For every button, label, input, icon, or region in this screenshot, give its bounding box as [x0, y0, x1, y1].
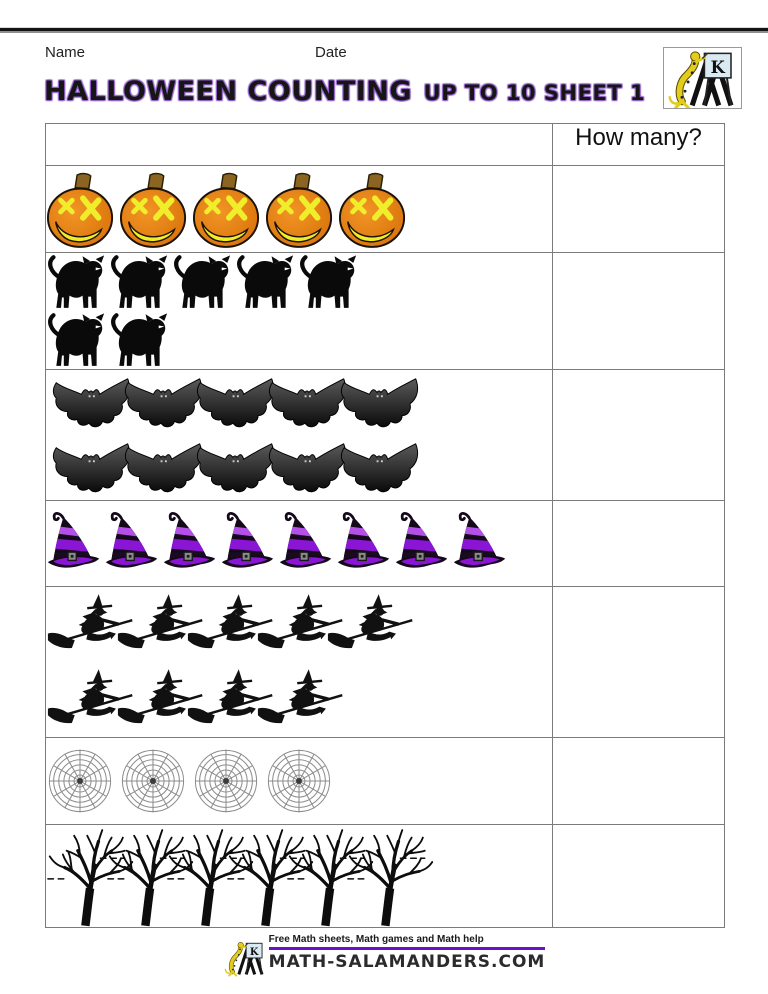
witch-on-broom-icon [326, 593, 418, 655]
how-many-answer-cell [552, 586, 725, 738]
witch-hat-items-cell [45, 500, 553, 587]
footer-tagline: Free Math sheets, Math games and Math he… [268, 934, 484, 945]
how-many-answer-cell [552, 824, 725, 928]
icon-line [46, 311, 552, 369]
counting-table: How many? [45, 123, 725, 928]
spider-web-icon [119, 745, 187, 817]
top-rule [0, 27, 768, 33]
footer-rule [268, 947, 546, 950]
witch-hat-icon [452, 510, 507, 576]
black-cat-items-cell [45, 252, 553, 370]
table-row-spider-web [45, 737, 725, 825]
witch-on-broom-items-cell [45, 586, 553, 738]
date-label: Date [315, 44, 347, 61]
bat-items-cell [45, 369, 553, 501]
pumpkin-icon [265, 171, 335, 249]
pumpkin-icon [338, 171, 408, 249]
pumpkin-icon [46, 171, 116, 249]
tree-icon [346, 827, 436, 927]
table-row-witch-hat [45, 500, 725, 587]
title-sub: UP TO 10 SHEET 1 [423, 81, 646, 105]
pumpkin-items-cell [45, 165, 553, 253]
table-header-row: How many? [45, 123, 725, 166]
witch-hat-icon [162, 510, 217, 576]
icon-line [46, 738, 552, 817]
table-row-witch-on-broom [45, 586, 725, 738]
black-cat-icon [298, 254, 358, 311]
witch-hat-icon [394, 510, 449, 576]
table-row-tree [45, 824, 725, 928]
spider-web-icon [192, 745, 260, 817]
black-cat-icon [109, 312, 169, 369]
spider-web-items-cell [45, 737, 553, 825]
icon-line [46, 825, 552, 927]
witch-hat-icon [104, 510, 159, 576]
pumpkin-icon [192, 171, 262, 249]
rows-container [45, 165, 725, 928]
how-many-answer-cell [552, 737, 725, 825]
table-row-bat [45, 369, 725, 501]
icon-line [46, 587, 552, 662]
icon-line [46, 166, 552, 249]
witch-hat-icon [46, 510, 101, 576]
how-many-answer-cell [552, 165, 725, 253]
icon-line [46, 370, 552, 435]
witch-hat-icon [220, 510, 275, 576]
how-many-header: How many? [552, 123, 725, 166]
page-title: HALLOWEEN COUNTING UP TO 10 SHEET 1 [44, 76, 645, 107]
tree-items-cell [45, 824, 553, 928]
footer-salamander-icon [223, 938, 267, 978]
black-cat-icon [172, 254, 232, 311]
icon-line [46, 501, 552, 576]
table-row-black-cat [45, 252, 725, 370]
bat-icon [334, 440, 424, 496]
math-salamanders-logo [663, 47, 742, 109]
title-main: HALLOWEEN COUNTING [44, 76, 413, 107]
bat-icon [334, 375, 424, 431]
pumpkin-icon [119, 171, 189, 249]
how-many-answer-cell [552, 500, 725, 587]
footer-site-name: MATH-SALAMANDERS.COM [268, 952, 546, 972]
items-header-cell [45, 123, 553, 166]
name-label: Name [45, 44, 86, 61]
black-cat-icon [46, 312, 106, 369]
table-row-pumpkin [45, 165, 725, 253]
spider-web-icon [265, 745, 333, 817]
black-cat-icon [109, 254, 169, 311]
icon-line [46, 662, 552, 737]
salamander-icon [664, 48, 741, 108]
icon-line [46, 435, 552, 500]
witch-hat-icon [278, 510, 333, 576]
black-cat-icon [46, 254, 106, 311]
how-many-answer-cell [552, 369, 725, 501]
how-many-answer-cell [552, 252, 725, 370]
witch-on-broom-icon [256, 668, 348, 730]
icon-line [46, 253, 552, 311]
witch-hat-icon [336, 510, 391, 576]
black-cat-icon [235, 254, 295, 311]
spider-web-icon [46, 745, 114, 817]
footer: Free Math sheets, Math games and Math he… [0, 934, 768, 978]
